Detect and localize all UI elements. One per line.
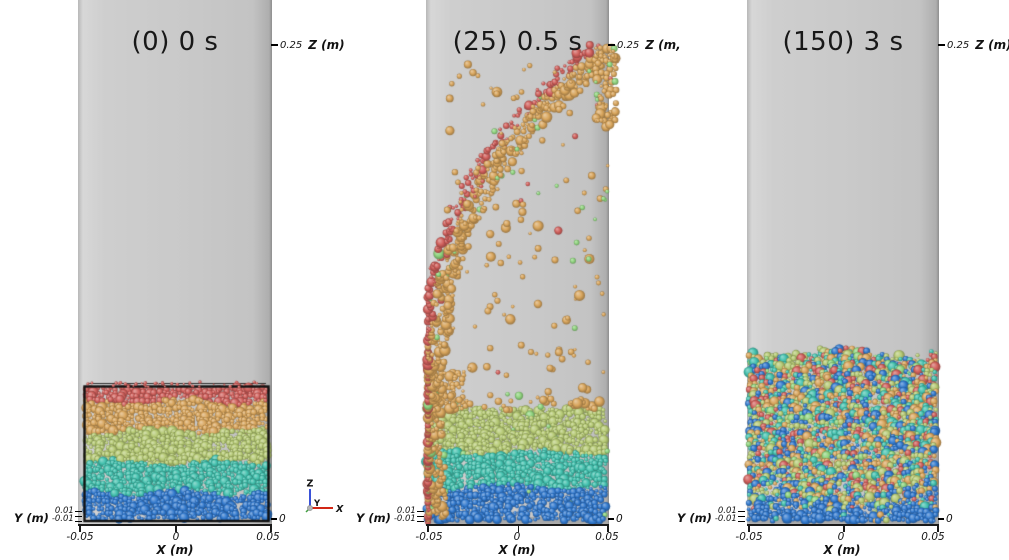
y-tick-marks <box>737 511 745 525</box>
z-tick-value: 0.25 <box>947 39 970 51</box>
y-axis-label: Y (m) <box>677 511 712 525</box>
y-tick-top: 0.01 <box>54 506 74 516</box>
y-tick-bottom: -0.01 <box>51 514 74 524</box>
x-tick-label: -0.05 <box>735 531 763 543</box>
frame0-x-axis <box>78 524 272 532</box>
triad-y-label: Y <box>313 499 321 509</box>
frame150-y-axis-annotation: Y (m) 0.01 -0.01 <box>677 507 745 525</box>
x-tick-label: -0.05 <box>66 531 94 543</box>
frame25-x-axis <box>426 524 609 532</box>
triad-origin <box>307 505 313 511</box>
x-tick-label: 0 <box>172 531 180 543</box>
y-tick-top: 0.01 <box>396 506 416 516</box>
orientation-axes-widget: Z Y X <box>305 479 344 515</box>
x-tick-label: 0.05 <box>595 531 619 543</box>
frame0-x-axis-label: X (m) <box>156 543 194 557</box>
x-tick-label: 0.05 <box>256 531 280 543</box>
y-tick-bottom: -0.01 <box>714 514 737 524</box>
frame150-title: (150) 3 s <box>782 27 904 57</box>
frame0-z-axis-annotation: 0.25 Z (m) <box>271 38 345 52</box>
x-tick-label: 0 <box>837 531 845 543</box>
z-zero-value: 0 <box>279 513 286 525</box>
z-tick-mark <box>271 44 278 46</box>
z-zero-value: 0 <box>946 513 953 525</box>
triad-z-label: Z <box>307 479 314 490</box>
z-axis-label: Z (m) <box>975 38 1009 52</box>
z-axis-label: Z (m, <box>645 38 681 52</box>
z-zero-tick-mark <box>938 518 944 520</box>
y-tick-marks <box>74 511 82 525</box>
frame25-y-axis-annotation: Y (m) 0.01 -0.01 <box>356 507 424 525</box>
frame0-y-axis-annotation: Y (m) 0.01 -0.01 <box>14 507 82 525</box>
x-tick-label: 0 <box>513 531 521 543</box>
z-tick-mark <box>938 44 945 46</box>
z-axis-label: Z (m) <box>308 38 345 52</box>
frame0-z-zero: 0 <box>271 513 286 525</box>
y-tick-top: 0.01 <box>717 506 737 516</box>
frame25-z-axis-annotation: 0.25 Z (m, <box>608 38 681 52</box>
x-tick-label: 0.05 <box>921 531 945 543</box>
z-tick-value: 0.25 <box>617 39 640 51</box>
frame150-x-axis-label: X (m) <box>823 543 861 557</box>
frame0-title: (0) 0 s <box>131 27 219 57</box>
z-tick-mark <box>608 44 615 46</box>
frame25-title: (25) 0.5 s <box>452 27 583 57</box>
y-tick-marks <box>416 511 424 525</box>
z-zero-tick-mark <box>271 518 277 520</box>
frame150-z-zero: 0 <box>938 513 953 525</box>
y-axis-label: Y (m) <box>14 511 49 525</box>
frame150-x-axis <box>747 524 939 532</box>
frame25-z-zero: 0 <box>608 513 623 525</box>
z-tick-value: 0.25 <box>280 39 303 51</box>
triad-x-label: X <box>335 504 344 515</box>
x-tick-label: -0.05 <box>415 531 443 543</box>
frame150-z-axis-annotation: 0.25 Z (m) <box>938 38 1009 52</box>
frame25-x-axis-label: X (m) <box>498 543 536 557</box>
y-axis-label: Y (m) <box>356 511 391 525</box>
z-zero-value: 0 <box>616 513 623 525</box>
y-tick-bottom: -0.01 <box>393 514 416 524</box>
z-zero-tick-mark <box>608 518 614 520</box>
